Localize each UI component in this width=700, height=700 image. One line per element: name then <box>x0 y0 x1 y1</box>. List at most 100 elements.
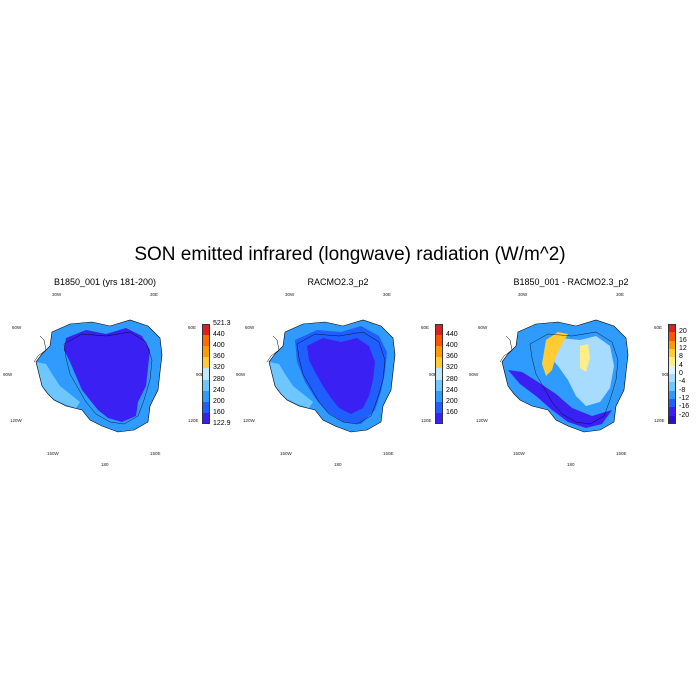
lon-label-60e: 60E <box>421 325 430 330</box>
colorbar-label: 122.9 <box>213 420 231 427</box>
lon-label-90w: 90W <box>469 372 479 377</box>
colorbar-swatch <box>202 357 210 369</box>
ice-shelf-region <box>269 362 313 408</box>
colorbar-label: 20 <box>679 328 687 336</box>
grounding-line <box>296 331 386 425</box>
colorbar-swatch <box>435 401 443 413</box>
colorbar-label: 0 <box>679 370 683 377</box>
colorbar-swatch <box>668 407 676 416</box>
colorbar <box>668 324 676 424</box>
lon-label-30w: 30W <box>52 292 62 297</box>
colorbar-swatch <box>435 346 443 358</box>
colorbar-label: 280 <box>446 375 458 383</box>
colorbar-swatch <box>668 398 676 408</box>
colorbar-label: 280 <box>213 375 225 383</box>
colorbar-swatch <box>435 335 443 347</box>
lon-label-90w: 90W <box>236 372 246 377</box>
panel-title: B1850_001 - RACMO2.3_p2 <box>513 277 629 287</box>
colorbar-label: 200 <box>446 397 458 405</box>
lon-label-180: 180 <box>567 462 575 467</box>
colorbar-label: 360 <box>446 353 458 361</box>
colorbar-swatch <box>668 357 676 366</box>
panel-difference: B1850_001 - RACMO2.3_p2 30W 30E 60W 60E … <box>466 272 699 472</box>
lon-label-30e: 30E <box>150 292 159 297</box>
lon-label-150w: 150W <box>513 451 525 456</box>
near-zero-region <box>544 336 614 406</box>
antarctica-map <box>499 319 629 433</box>
colorbar-label: 400 <box>446 342 458 350</box>
lon-label-90e: 90E <box>662 372 671 377</box>
plateau-region <box>64 328 150 422</box>
lon-label-150e: 150E <box>616 451 627 456</box>
lon-label-60w: 60W <box>245 325 255 330</box>
lon-label-60w: 60W <box>478 325 488 330</box>
positive-anomaly-region <box>542 332 568 376</box>
panel-title: B1850_001 (yrs 181-200) <box>53 277 157 287</box>
lon-label-180: 180 <box>101 462 109 467</box>
colorbar-swatch <box>202 412 210 424</box>
lon-label-90e: 90E <box>429 372 438 377</box>
colorbar-label: 440 <box>446 331 458 339</box>
colorbar-swatch <box>202 335 210 347</box>
colorbar-swatch <box>668 365 676 374</box>
colorbar <box>202 324 210 424</box>
colorbar-label: 320 <box>446 364 458 372</box>
colorbar-label: 360 <box>213 353 225 361</box>
colorbar-label: 200 <box>213 397 225 405</box>
figure-title: SON emitted infrared (longwave) radiatio… <box>134 244 566 265</box>
coastline <box>268 319 396 433</box>
lon-label-60w: 60W <box>12 325 22 330</box>
colorbar-swatch <box>202 324 210 336</box>
lon-label-30e: 30E <box>616 292 625 297</box>
lon-label-30w: 30W <box>518 292 528 297</box>
colorbar-swatch <box>668 415 676 424</box>
ice-shelf-region <box>36 362 80 408</box>
lon-label-90e: 90E <box>196 372 205 377</box>
colorbar-label: 160 <box>446 408 458 416</box>
colorbar-swatch <box>435 357 443 369</box>
lon-label-150w: 150W <box>280 451 292 456</box>
colorbar-label: 4 <box>679 361 683 369</box>
colorbar-label: 160 <box>213 408 225 416</box>
peninsula <box>33 335 47 363</box>
panel-model: B1850_001 (yrs 181-200) 30W 30E 60W 60E … <box>0 272 233 472</box>
antarctica-map <box>266 319 396 433</box>
peninsula <box>499 335 513 363</box>
colorbar-label: 440 <box>213 331 225 339</box>
lon-label-30w: 30W <box>285 292 295 297</box>
grounding-line <box>529 331 619 425</box>
lon-label-120w: 120W <box>10 418 22 423</box>
colorbar-label: 16 <box>679 336 687 344</box>
grounding-line <box>63 331 153 425</box>
antarctica-map <box>33 319 163 433</box>
colorbar-label: 12 <box>679 345 687 352</box>
colorbar-label: 240 <box>213 386 225 394</box>
colorbar-swatch <box>668 382 676 391</box>
colorbar-label: 8 <box>679 353 683 361</box>
panel-racmo: RACMO2.3_p2 30W 30E 60W 60E 90W 90E 120W… <box>233 272 466 472</box>
colorbar-swatch <box>668 332 676 341</box>
colorbar-label: -12 <box>679 395 690 402</box>
lon-label-120w: 120W <box>476 418 488 423</box>
colorbar-swatch <box>668 324 676 333</box>
colorbar-swatch <box>435 390 443 402</box>
lon-label-180: 180 <box>334 462 342 467</box>
coastline <box>35 319 163 433</box>
lon-label-90w: 90W <box>3 372 13 377</box>
coastline <box>501 319 629 433</box>
colorbar-swatch <box>668 373 676 383</box>
colorbar-label: 320 <box>213 364 225 372</box>
colorbar-label: -4 <box>679 378 686 386</box>
colorbar-swatch <box>202 368 210 380</box>
colorbar-swatch <box>668 390 676 399</box>
lon-label-60e: 60E <box>188 325 197 330</box>
colorbar-swatch <box>668 340 676 349</box>
colorbar-swatch <box>202 401 210 413</box>
negative-anomaly-region <box>508 370 612 428</box>
lon-label-60e: 60E <box>654 325 663 330</box>
lon-label-120e: 120E <box>421 418 432 423</box>
lon-label-120e: 120E <box>188 418 199 423</box>
colorbar-label: 400 <box>213 342 225 350</box>
colorbar <box>435 324 443 424</box>
plateau-region <box>307 338 375 414</box>
